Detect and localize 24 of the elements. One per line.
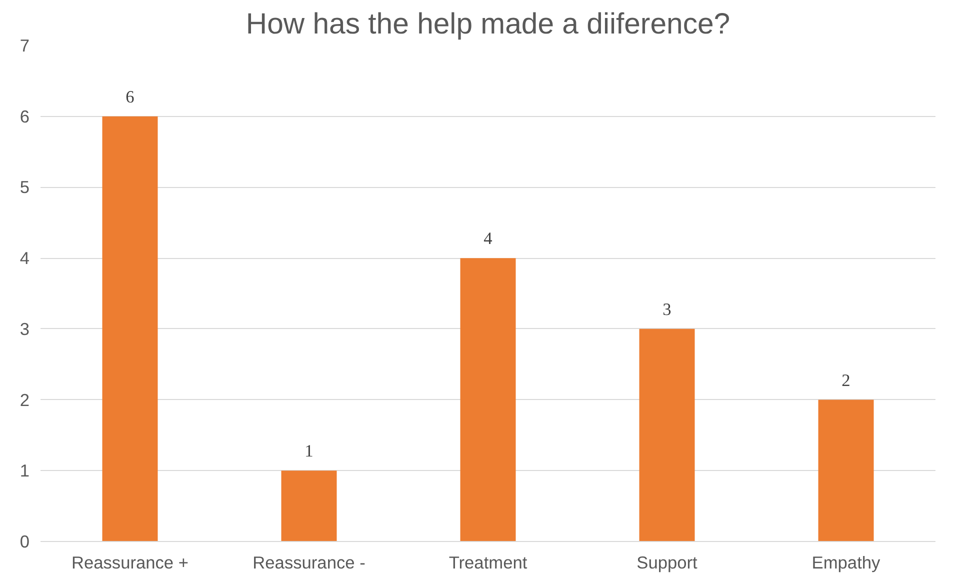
- x-tick-label: Reassurance +: [71, 552, 189, 572]
- bar: [639, 328, 695, 542]
- data-label: 6: [126, 87, 135, 106]
- bar: [818, 400, 874, 542]
- bar: [460, 258, 516, 542]
- y-tick-label: 4: [20, 248, 30, 268]
- y-tick-label: 7: [20, 36, 30, 56]
- bar: [281, 470, 337, 542]
- y-tick-label: 3: [20, 318, 30, 339]
- y-tick-label: 5: [20, 177, 30, 198]
- y-tick-label: 2: [20, 390, 30, 410]
- data-label: 3: [662, 300, 672, 319]
- chart-title: How has the help made a diiference?: [246, 8, 730, 40]
- x-tick-label: Reassurance -: [252, 552, 366, 572]
- x-tick-label: Empathy: [812, 552, 881, 572]
- bar: [102, 116, 158, 542]
- x-tick-label: Treatment: [448, 552, 528, 572]
- data-label: 4: [484, 229, 493, 248]
- data-label: 1: [304, 442, 314, 461]
- y-tick-label: 0: [20, 532, 30, 552]
- x-tick-label: Support: [636, 552, 698, 572]
- data-label: 2: [842, 370, 850, 390]
- y-tick-label: 1: [20, 460, 30, 481]
- y-tick-label: 6: [20, 106, 30, 126]
